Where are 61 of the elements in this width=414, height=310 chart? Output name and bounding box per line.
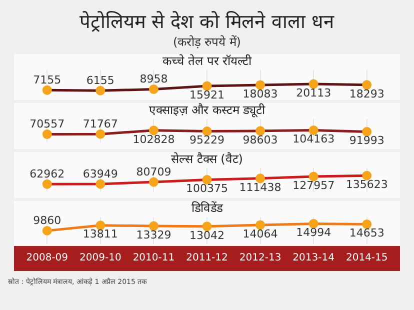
point <box>148 221 158 231</box>
point <box>308 79 318 89</box>
point <box>202 81 212 91</box>
data-label: 102828 <box>132 132 175 146</box>
data-label: 14653 <box>349 226 384 240</box>
data-label: 7155 <box>33 73 62 86</box>
series-label: डिविडेंड <box>192 201 224 216</box>
series-label: एक्साइज़ और कस्टम ड्यूटी <box>148 103 266 118</box>
point <box>96 179 106 189</box>
chart-title: पेट्रोलियम से देश को मिलने वाला धन <box>78 10 336 34</box>
data-label: 91993 <box>349 134 384 148</box>
data-label: 14994 <box>296 226 332 240</box>
x-tick-label: 2012-13 <box>239 252 282 264</box>
data-label: 98603 <box>242 133 278 146</box>
point <box>148 84 158 94</box>
x-tick-label: 2010-11 <box>132 252 175 264</box>
point <box>308 219 318 229</box>
point <box>362 80 372 90</box>
data-label: 13042 <box>190 228 224 242</box>
data-label: 8958 <box>140 72 168 86</box>
data-label: 104163 <box>292 132 335 146</box>
data-label: 71767 <box>82 117 118 130</box>
data-label: 18083 <box>242 87 278 100</box>
data-label: 80709 <box>136 165 172 178</box>
series-label: सेल्स टैक्स (वैट) <box>171 152 243 166</box>
data-label: 15921 <box>190 88 224 102</box>
point <box>202 174 212 184</box>
data-label: 127957 <box>292 178 335 192</box>
x-tick-label: 2013-14 <box>292 252 334 264</box>
data-label: 6155 <box>86 74 114 87</box>
x-tick-label: 2009-10 <box>80 252 122 264</box>
x-tick-label: 2008-09 <box>26 252 68 264</box>
point <box>256 80 266 90</box>
point <box>256 174 266 184</box>
data-label: 62962 <box>30 167 65 180</box>
series-label: कच्चे तेल पर रॉयल्टी <box>162 54 253 68</box>
point <box>202 222 212 232</box>
chart-subtitle: (करोड़ रुपये में) <box>172 34 242 50</box>
data-label: 20113 <box>296 86 332 100</box>
data-label: 100375 <box>186 182 228 196</box>
point <box>362 219 372 229</box>
data-label: 9860 <box>33 214 62 228</box>
data-label: 14064 <box>242 227 278 240</box>
point <box>42 179 52 189</box>
point <box>308 172 318 182</box>
data-label: 70557 <box>30 118 65 131</box>
data-label: 111438 <box>239 180 282 194</box>
data-label: 13329 <box>136 228 172 242</box>
data-label: 95229 <box>190 134 224 147</box>
point <box>148 177 158 187</box>
x-tick-label: 2011-12 <box>186 252 228 264</box>
x-tick-label: 2014-15 <box>346 252 388 264</box>
data-label: 18293 <box>349 87 384 100</box>
point <box>42 226 52 236</box>
point <box>256 220 266 230</box>
point <box>362 170 372 180</box>
point <box>42 85 52 95</box>
data-label: 63949 <box>82 167 118 180</box>
point <box>96 86 106 96</box>
data-label: 13811 <box>82 228 118 241</box>
data-label: 135623 <box>346 178 388 191</box>
